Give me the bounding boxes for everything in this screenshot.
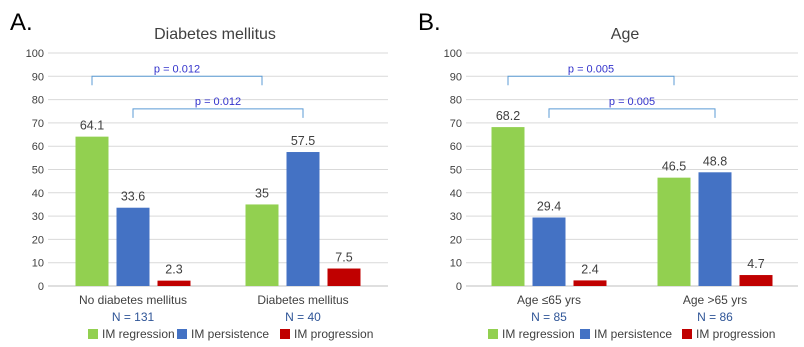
panel-a-bar-im-persistence	[116, 207, 150, 286]
panel-b-bar-im-regression	[491, 127, 525, 287]
panel-b-y-tick-label: 20	[450, 234, 462, 246]
panel-b-data-label: 29.4	[537, 199, 561, 213]
panel-b-bar-im-progression	[739, 275, 773, 286]
panel-a-legend-swatch	[280, 329, 290, 339]
panel-a-y-tick-label: 90	[32, 71, 44, 83]
panel-a-legend-swatch	[177, 329, 187, 339]
panel-a-bar-im-progression	[327, 268, 361, 286]
panel-a-y-tick-label: 10	[32, 258, 44, 270]
panel-a-legend-label: IM regression	[102, 327, 175, 341]
panel-b-y-tick-label: 90	[450, 71, 462, 83]
panel-b-data-label: 68.2	[496, 109, 520, 123]
panel-b-legend-label: IM progression	[696, 327, 775, 341]
panel-b-category-label: Age ≤65 yrs	[517, 293, 581, 307]
panel-b-y-tick-label: 30	[450, 211, 462, 223]
panel-a-bar-im-regression	[75, 136, 109, 286]
panel-a-y-tick-label: 30	[32, 211, 44, 223]
panel-b-y-tick-label: 60	[450, 141, 462, 153]
panel-a-y-tick-label: 40	[32, 188, 44, 200]
panel-a-category-label: Diabetes mellitus	[257, 293, 348, 307]
panel-b-legend-label: IM persistence	[594, 327, 672, 341]
panel-a-bar-im-regression	[245, 204, 279, 286]
panel-a-category-label: No diabetes mellitus	[79, 293, 187, 307]
panel-a-data-label: 7.5	[335, 251, 352, 265]
panel-a-p-value: p = 0.012	[195, 96, 241, 108]
panel-a-y-tick-label: 20	[32, 234, 44, 246]
panel-a-y-tick-label: 50	[32, 165, 44, 177]
panel-a-title: Diabetes mellitus	[154, 26, 276, 43]
panel-b-category-label: Age >65 yrs	[683, 293, 747, 307]
panel-b-category-count: N = 86	[697, 310, 733, 324]
panel-a-bar-im-persistence	[286, 152, 320, 286]
panel-b-bar-im-regression	[657, 177, 691, 286]
panel-b-significance-bracket	[507, 75, 675, 86]
panel-a-y-tick-label: 100	[26, 48, 44, 60]
panel-b-bar-im-persistence	[532, 217, 566, 286]
panel-b-data-label: 48.8	[703, 154, 727, 168]
panel-a-data-label: 64.1	[80, 119, 104, 133]
panel-b-y-tick-label: 40	[450, 188, 462, 200]
panel-a-bar-im-progression	[157, 280, 191, 286]
panel-a-data-label: 57.5	[291, 134, 315, 148]
panel-b-data-label: 2.4	[581, 262, 598, 276]
panel-b-y-tick-label: 70	[450, 118, 462, 130]
panel-b-bar-im-progression	[573, 280, 607, 286]
panel-a-legend-label: IM progression	[294, 327, 373, 341]
panel-a-significance-bracket	[132, 108, 304, 118]
panel-a-letter: A.	[10, 9, 33, 36]
panel-b-legend-swatch	[682, 329, 692, 339]
panel-b-legend-swatch	[580, 329, 590, 339]
panel-b-significance-bracket	[548, 108, 716, 118]
panel-a-legend-swatch	[88, 329, 98, 339]
panel-b-category-count: N = 85	[531, 310, 567, 324]
panel-b-p-value: p = 0.005	[609, 96, 655, 108]
panel-b-y-tick-label: 10	[450, 258, 462, 270]
panel-b-legend-label: IM regression	[502, 327, 575, 341]
panel-b-y-tick-label: 0	[456, 281, 462, 293]
panel-b-data-label: 46.5	[662, 160, 686, 174]
panel-b-letter: B.	[418, 9, 441, 36]
panel-b-data-label: 4.7	[747, 257, 764, 271]
panel-a-y-tick-label: 70	[32, 118, 44, 130]
panel-a-data-label: 2.3	[165, 263, 182, 277]
panel-b-y-tick-label: 100	[444, 48, 462, 60]
panel-a-y-tick-label: 0	[38, 281, 44, 293]
panel-a-significance-bracket	[91, 75, 263, 86]
panel-a-p-value: p = 0.012	[154, 63, 200, 75]
panel-b-p-value: p = 0.005	[568, 63, 614, 75]
panel-a-legend-label: IM persistence	[191, 327, 269, 341]
panel-b-y-tick-label: 50	[450, 165, 462, 177]
panel-b-bar-im-persistence	[698, 172, 732, 286]
panel-b-legend-swatch	[488, 329, 498, 339]
panel-a-data-label: 33.6	[121, 190, 145, 204]
panel-a-category-count: N = 40	[285, 310, 321, 324]
panel-b-title: Age	[611, 26, 640, 43]
panel-b-y-tick-label: 80	[450, 95, 462, 107]
panel-a-y-tick-label: 80	[32, 95, 44, 107]
panel-a-category-count: N = 131	[112, 310, 155, 324]
panel-a-y-tick-label: 60	[32, 141, 44, 153]
panel-a-data-label: 35	[255, 186, 269, 200]
